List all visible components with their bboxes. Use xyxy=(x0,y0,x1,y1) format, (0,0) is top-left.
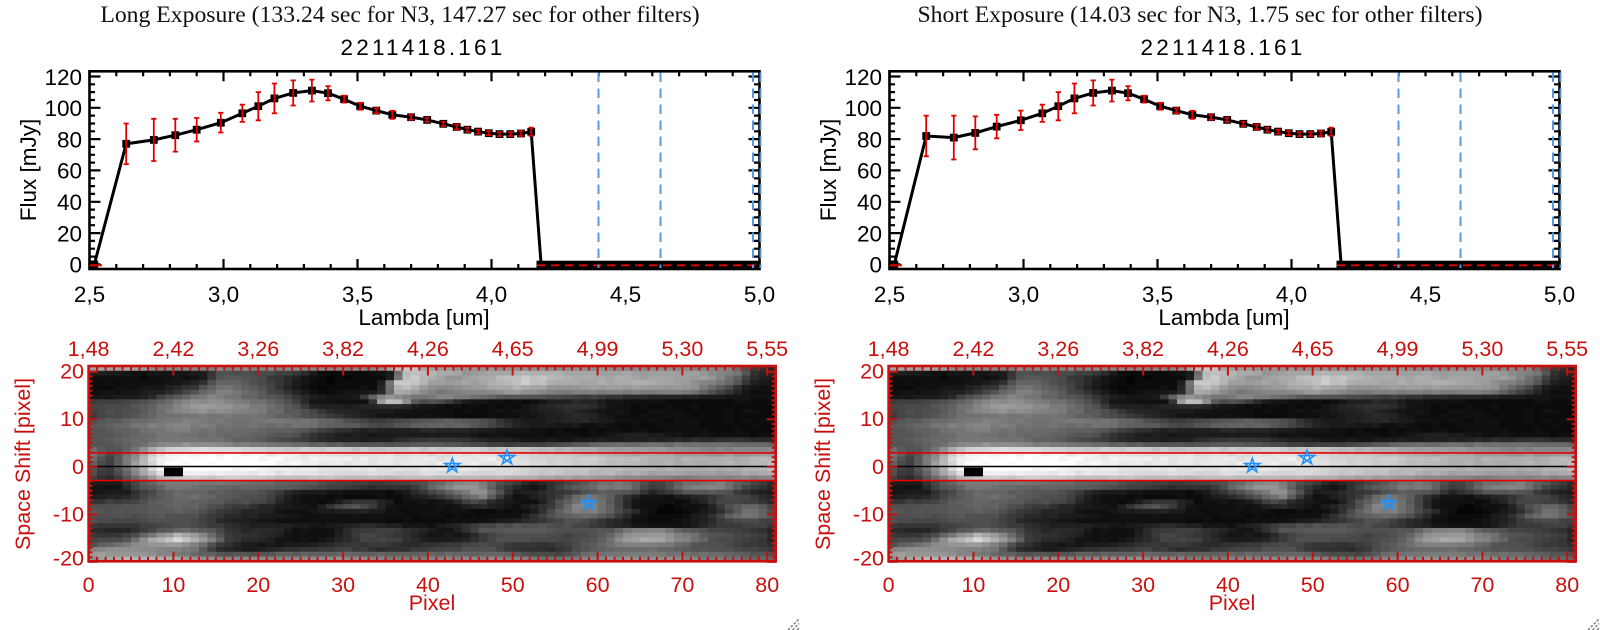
svg-text:2211418.161: 2211418.161 xyxy=(1141,35,1306,60)
svg-text:Long Exposure (133.24 sec for: Long Exposure (133.24 sec for N3, 147.27… xyxy=(100,2,699,28)
svg-text:Short Exposure (14.03 sec for: Short Exposure (14.03 sec for N3, 1.75 s… xyxy=(917,2,1482,28)
svg-text:2211418.161: 2211418.161 xyxy=(341,35,506,60)
